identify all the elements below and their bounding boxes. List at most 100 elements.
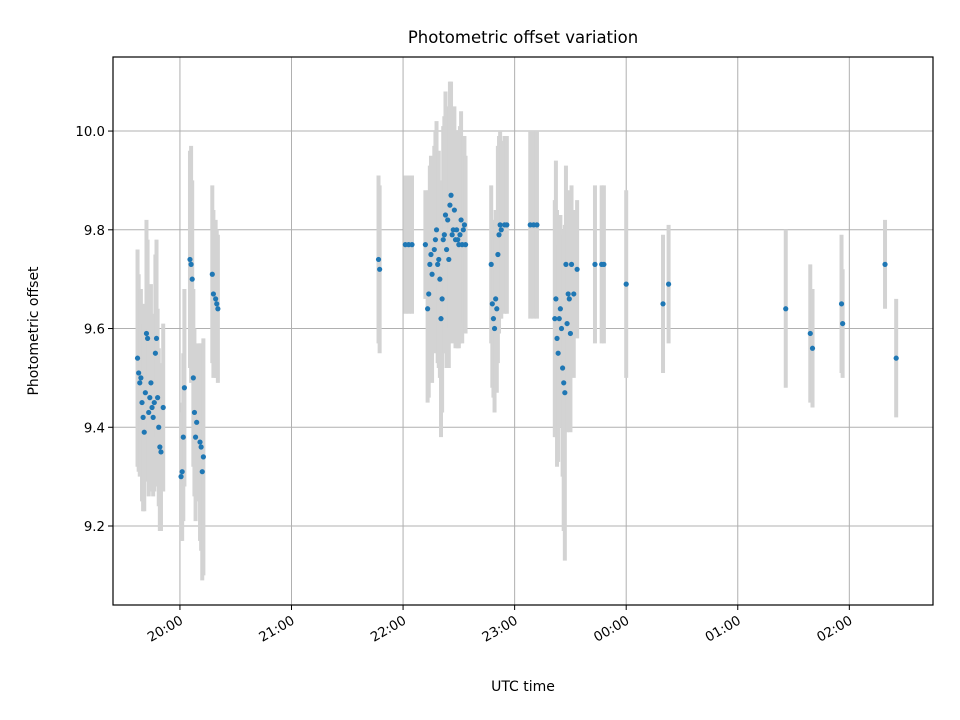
data-point <box>436 256 442 263</box>
data-point <box>496 232 502 238</box>
data-point <box>210 291 217 297</box>
data-point <box>146 409 152 416</box>
data-point <box>460 227 466 233</box>
data-point <box>155 395 161 401</box>
data-point <box>442 212 449 218</box>
data-point <box>409 242 415 248</box>
data-point <box>840 320 846 327</box>
data-point <box>192 434 199 440</box>
data-point <box>435 261 441 267</box>
data-point <box>180 434 186 440</box>
y-tick-label: 9.4 <box>84 421 105 436</box>
data-point <box>148 380 154 386</box>
data-point <box>592 261 598 267</box>
data-point <box>571 291 577 297</box>
data-point <box>457 232 463 238</box>
data-point <box>882 261 888 267</box>
data-point <box>449 232 455 238</box>
data-point <box>448 192 454 198</box>
data-point <box>554 335 560 342</box>
data-points <box>134 192 899 480</box>
data-point <box>213 296 219 302</box>
data-point <box>462 242 469 248</box>
data-point <box>437 276 443 282</box>
data-point <box>427 261 433 267</box>
data-point <box>153 335 160 342</box>
data-point <box>187 256 193 263</box>
data-point <box>555 350 561 356</box>
data-point <box>178 474 184 480</box>
data-point <box>138 375 144 381</box>
grid-lines <box>113 57 933 605</box>
data-point <box>534 222 540 228</box>
data-point <box>158 449 164 455</box>
data-point <box>141 429 147 435</box>
data-point <box>567 330 574 337</box>
data-point <box>563 261 569 267</box>
data-point <box>556 316 562 322</box>
data-point <box>160 404 166 411</box>
data-point <box>439 296 445 302</box>
data-point <box>454 227 460 233</box>
data-point <box>574 266 580 272</box>
data-point <box>156 424 162 430</box>
y-axis-ticks: 9.2 9.4 9.6 9.8 10.0 <box>75 125 113 535</box>
data-point <box>215 306 221 312</box>
data-point <box>136 370 142 376</box>
data-point <box>149 404 155 411</box>
data-point <box>150 414 156 420</box>
data-point <box>552 316 558 322</box>
data-point <box>498 227 504 233</box>
data-point <box>181 385 188 391</box>
data-point <box>560 365 566 371</box>
data-point <box>446 256 452 263</box>
data-point <box>433 227 440 233</box>
plot-area <box>113 57 933 605</box>
data-point <box>561 380 567 386</box>
data-point <box>422 242 428 248</box>
data-point <box>488 261 494 267</box>
data-point <box>432 237 439 243</box>
data-point <box>504 222 510 228</box>
data-point <box>214 301 220 307</box>
data-point <box>566 296 572 302</box>
data-point <box>838 301 845 307</box>
data-point <box>568 261 575 267</box>
data-point <box>151 399 157 406</box>
data-point <box>623 281 629 287</box>
data-point <box>197 439 203 445</box>
data-point <box>140 414 146 420</box>
data-point <box>438 316 444 322</box>
data-point <box>428 251 434 258</box>
data-point <box>152 350 158 356</box>
y-tick-label: 9.8 <box>84 224 105 239</box>
y-axis-label: Photometric offset <box>26 266 42 396</box>
data-point <box>426 291 432 297</box>
data-point <box>443 246 450 253</box>
data-point <box>553 296 559 302</box>
data-point <box>157 444 163 450</box>
data-point <box>558 325 565 332</box>
plot-frame <box>112 56 934 606</box>
data-point <box>147 395 153 401</box>
data-point <box>562 390 568 396</box>
data-point <box>191 409 198 416</box>
data-point <box>375 256 382 263</box>
data-point <box>139 399 145 406</box>
y-tick-label: 9.2 <box>84 520 105 535</box>
data-point <box>493 296 499 302</box>
data-point <box>377 266 383 272</box>
data-point <box>893 355 899 361</box>
x-axis-label: UTC time <box>491 679 555 695</box>
data-point <box>494 306 500 312</box>
data-point <box>209 271 215 277</box>
data-point <box>440 237 446 243</box>
data-point <box>461 222 468 228</box>
data-point <box>458 217 464 223</box>
data-point <box>665 281 672 287</box>
data-point <box>188 261 194 267</box>
y-tick-label: 9.6 <box>84 323 105 338</box>
data-point <box>601 261 607 267</box>
data-point <box>455 237 461 243</box>
